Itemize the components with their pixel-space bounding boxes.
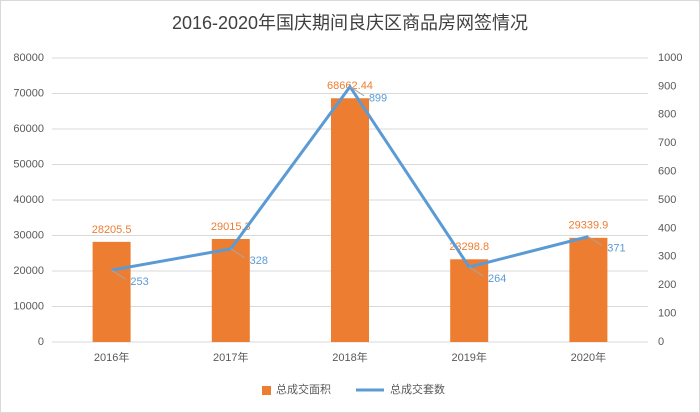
y2-tick-label: 900 [658,80,676,92]
y-tick-label: 40000 [13,194,44,206]
y-tick-label: 0 [38,336,44,348]
y2-tick-label: 800 [658,109,676,121]
y-tick-label: 50000 [13,158,44,170]
legend-label: 总成交面积 [276,382,331,396]
y2-tick-label: 400 [658,222,676,234]
label-leader [111,269,126,280]
y-tick-label: 30000 [13,229,44,241]
x-tick-label: 2017年 [213,350,248,364]
y2-tick-label: 500 [658,194,676,206]
bar [569,237,608,342]
bar [450,259,489,342]
bar-value-label: 29015.3 [211,221,251,233]
y-tick-label: 70000 [13,87,44,99]
line-value-label: 328 [250,255,268,267]
y2-tick-label: 200 [658,279,676,291]
y-tick-label: 80000 [13,52,44,64]
line-value-label: 253 [130,276,148,288]
line-value-label: 264 [488,273,506,285]
y-tick-label: 60000 [13,123,44,135]
label-leader [349,86,365,97]
y2-tick-label: 700 [658,137,676,149]
y-tick-label: 20000 [13,265,44,277]
y2-tick-label: 600 [658,166,676,178]
bar [331,98,369,342]
y-tick-label: 10000 [13,300,44,312]
y2-tick-label: 100 [658,308,676,320]
bar [92,241,131,342]
line-value-label: 371 [607,243,625,255]
x-tick-label: 2016年 [94,350,129,364]
label-leader [230,248,246,259]
y2-tick-label: 0 [658,336,664,348]
chart-title: 2016-2020年国庆期间良庆区商品房网签情况 [172,13,528,33]
label-leader [468,266,484,277]
bar-value-label: 29339.9 [569,220,609,232]
legend-label: 总成交套数 [390,382,445,396]
legend-swatch [262,386,271,395]
y2-tick-label: 1000 [658,52,682,64]
line-value-label: 899 [369,93,387,105]
bar [211,238,250,342]
x-tick-label: 2018年 [332,350,367,364]
x-tick-label: 2019年 [451,350,486,364]
label-leader [588,236,603,247]
y2-tick-label: 300 [658,251,676,263]
x-tick-label: 2020年 [571,350,606,364]
bar-value-label: 28205.5 [92,224,132,236]
